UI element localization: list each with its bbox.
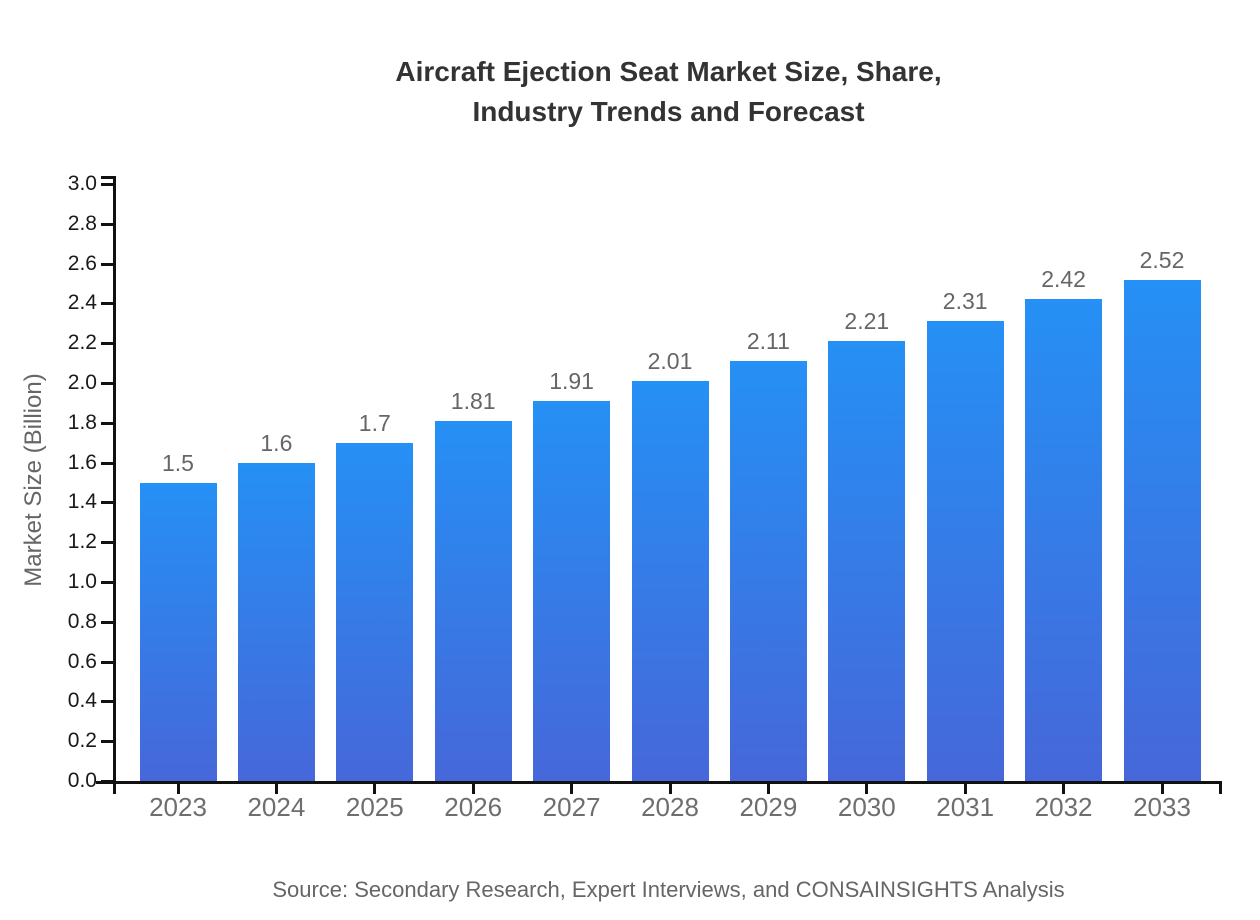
- bar-value-label: 1.81: [450, 387, 496, 414]
- y-axis-end-cap: [101, 176, 116, 179]
- bar-2027: [533, 400, 611, 781]
- y-axis-tick-label: 0.8: [67, 609, 97, 633]
- x-axis-tick: [570, 784, 574, 794]
- bar-2025: [336, 442, 414, 781]
- x-axis-tick: [865, 784, 869, 794]
- y-axis-tick: [101, 581, 113, 584]
- x-axis-tick-label: 2031: [936, 792, 995, 822]
- x-axis-tick-label: 2028: [641, 792, 699, 822]
- y-axis-tick-label: 1.4: [67, 490, 97, 514]
- y-axis-line: [113, 176, 116, 794]
- x-axis-tick: [176, 784, 180, 794]
- y-axis-tick-label: 0.2: [67, 729, 97, 753]
- x-axis-end-cap: [1219, 781, 1222, 794]
- y-axis-tick: [101, 183, 113, 186]
- bar-2024: [237, 462, 315, 781]
- y-axis-title: Market Size (Billion): [20, 373, 47, 587]
- bar-value-label: 2.52: [1139, 246, 1185, 273]
- bar-value-label: 1.91: [549, 367, 594, 394]
- chart-title-line1: Aircraft Ejection Seat Market Size, Shar…: [395, 56, 942, 87]
- chart-title-line2: Industry Trends and Forecast: [472, 96, 865, 127]
- x-axis-tick-label: 2023: [149, 792, 207, 822]
- y-axis-tick-label: 1.8: [67, 410, 97, 434]
- x-axis-tick: [373, 784, 377, 794]
- y-axis-tick-label: 1.6: [67, 450, 97, 474]
- x-axis-tick: [963, 784, 967, 794]
- y-axis-tick-label: 2.4: [67, 291, 97, 315]
- x-axis-line: [96, 781, 1222, 784]
- y-axis-tick-label: 2.0: [67, 371, 97, 394]
- y-axis-tick: [101, 740, 113, 744]
- chart-title: Aircraft Ejection Seat Market Size, Shar…: [115, 52, 1222, 132]
- x-axis-tick: [766, 784, 770, 794]
- x-axis-tick-label: 2024: [247, 792, 306, 822]
- bar-value-label: 1.6: [260, 429, 293, 456]
- y-axis-tick: [101, 700, 113, 704]
- bar-2030: [828, 341, 906, 781]
- y-axis-tick-label: 1.0: [67, 570, 97, 593]
- y-axis-tick-label: 0.6: [67, 649, 97, 673]
- bar-2033: [1123, 279, 1201, 781]
- bar-value-label: 2.42: [1041, 266, 1086, 293]
- y-axis-tick-label: 2.8: [67, 211, 97, 235]
- y-axis-tick: [101, 382, 113, 385]
- x-axis-tick: [1062, 784, 1066, 794]
- y-axis-tick-label: 2.6: [67, 251, 97, 275]
- x-axis-tick-label: 2026: [444, 792, 503, 822]
- bar-value-label: 2.01: [647, 348, 693, 374]
- bar-2028: [631, 381, 709, 781]
- y-axis-tick: [101, 541, 113, 545]
- y-axis-tick-label: 1.2: [67, 530, 97, 554]
- y-axis-tick-label: 2.2: [67, 331, 97, 355]
- x-axis-tick-label: 2029: [739, 792, 798, 822]
- bar-2031: [926, 321, 1004, 781]
- bar-value-label: 2.21: [844, 308, 890, 335]
- y-axis-tick: [101, 302, 113, 306]
- x-axis-tick: [1160, 784, 1164, 794]
- y-axis-tick: [101, 501, 113, 505]
- bar-2032: [1025, 299, 1103, 781]
- bar-2029: [729, 361, 807, 781]
- y-axis-tick-label: 0.0: [67, 769, 97, 792]
- y-axis-tick: [101, 620, 113, 624]
- y-axis-tick: [101, 461, 113, 465]
- y-axis-tick: [101, 262, 113, 266]
- x-axis-tick-label: 2032: [1034, 792, 1093, 822]
- y-axis-tick: [101, 222, 113, 226]
- bar-value-label: 1.7: [358, 409, 391, 436]
- bar-2026: [434, 420, 512, 781]
- x-axis-tick: [274, 784, 278, 794]
- x-axis-tick-label: 2027: [542, 792, 601, 822]
- chart-source: Source: Secondary Research, Expert Inter…: [272, 877, 1065, 902]
- bar-2023: [139, 482, 217, 781]
- x-axis-tick-label: 2030: [837, 792, 896, 822]
- y-axis-tick-label: 3.0: [67, 172, 97, 195]
- x-axis-tick-label: 2025: [345, 792, 404, 822]
- bar-value-label: 2.11: [746, 328, 790, 355]
- x-axis-tick: [668, 784, 672, 794]
- bar-value-label: 1.5: [162, 449, 194, 476]
- y-axis-tick: [101, 421, 113, 425]
- y-axis-tick: [101, 780, 113, 783]
- y-axis-tick: [101, 342, 113, 346]
- x-axis-tick: [471, 784, 475, 794]
- y-axis-tick-label: 0.4: [67, 689, 97, 713]
- x-axis-tick-label: 2033: [1133, 792, 1191, 822]
- y-axis-tick: [101, 660, 113, 664]
- bar-value-label: 2.31: [942, 288, 988, 315]
